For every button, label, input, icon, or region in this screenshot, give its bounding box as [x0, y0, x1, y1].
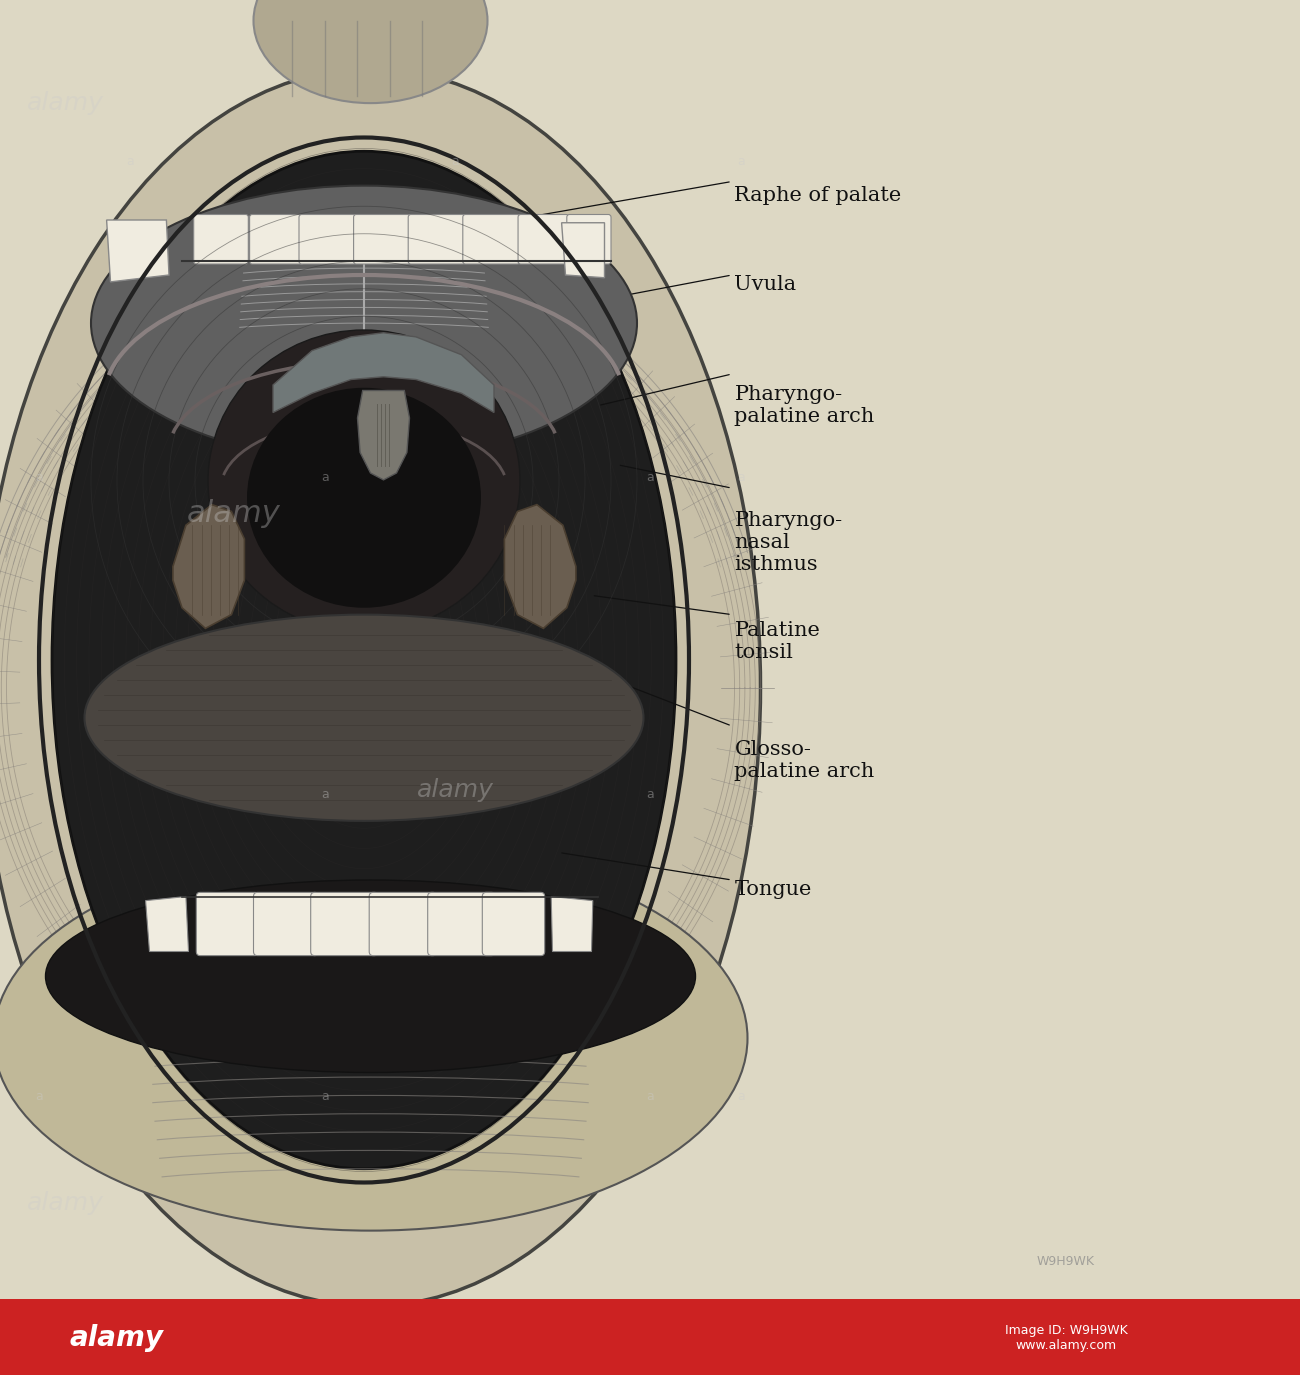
Ellipse shape — [52, 151, 676, 1169]
Ellipse shape — [0, 69, 760, 1306]
Text: Image ID: W9H9WK
www.alamy.com: Image ID: W9H9WK www.alamy.com — [1005, 1324, 1127, 1352]
Ellipse shape — [0, 846, 747, 1231]
Text: alamy: alamy — [70, 1324, 164, 1352]
Text: a: a — [321, 788, 329, 800]
Text: Palatine
tonsil: Palatine tonsil — [734, 622, 820, 663]
Polygon shape — [107, 220, 169, 282]
FancyBboxPatch shape — [254, 892, 318, 956]
Text: Tongue: Tongue — [734, 880, 812, 899]
FancyBboxPatch shape — [482, 892, 545, 956]
Ellipse shape — [254, 0, 488, 103]
Text: Pharyngo-
nasal
isthmus: Pharyngo- nasal isthmus — [734, 512, 842, 575]
Polygon shape — [551, 896, 593, 951]
Text: Raphe of palate: Raphe of palate — [734, 186, 902, 205]
FancyBboxPatch shape — [428, 892, 495, 956]
FancyBboxPatch shape — [408, 214, 465, 264]
Text: W9H9WK: W9H9WK — [1037, 1255, 1095, 1268]
Text: alamy: alamy — [187, 499, 281, 528]
Text: Uvula: Uvula — [734, 275, 797, 294]
FancyBboxPatch shape — [369, 892, 437, 956]
Text: a: a — [646, 1090, 654, 1103]
Text: a: a — [737, 155, 745, 168]
Text: a: a — [451, 155, 459, 168]
Text: a: a — [321, 1090, 329, 1103]
FancyBboxPatch shape — [299, 214, 356, 264]
Text: a: a — [126, 155, 134, 168]
FancyBboxPatch shape — [463, 214, 520, 264]
Text: a: a — [646, 472, 654, 484]
Ellipse shape — [247, 388, 481, 608]
Text: alamy: alamy — [26, 1191, 104, 1216]
FancyBboxPatch shape — [311, 892, 378, 956]
Polygon shape — [273, 333, 494, 412]
Text: a: a — [737, 472, 745, 484]
Text: alamy: alamy — [416, 778, 494, 803]
Text: a: a — [321, 472, 329, 484]
Ellipse shape — [208, 330, 520, 632]
FancyBboxPatch shape — [250, 214, 304, 264]
Text: Pharyngo-
palatine arch: Pharyngo- palatine arch — [734, 385, 875, 426]
FancyBboxPatch shape — [194, 214, 248, 264]
Text: a: a — [35, 472, 43, 484]
FancyBboxPatch shape — [517, 214, 569, 264]
FancyBboxPatch shape — [354, 214, 411, 264]
Polygon shape — [562, 223, 605, 278]
Polygon shape — [173, 505, 244, 628]
Polygon shape — [146, 896, 188, 951]
Ellipse shape — [46, 880, 696, 1072]
Text: a: a — [737, 1090, 745, 1103]
Text: a: a — [35, 1090, 43, 1103]
Polygon shape — [504, 505, 576, 628]
Text: Glosso-
palatine arch: Glosso- palatine arch — [734, 740, 875, 781]
Bar — [0, 1299, 1300, 1375]
Ellipse shape — [91, 186, 637, 461]
Polygon shape — [358, 390, 410, 480]
FancyBboxPatch shape — [196, 892, 259, 956]
Text: a: a — [646, 788, 654, 800]
Text: alamy: alamy — [26, 91, 104, 116]
FancyBboxPatch shape — [567, 214, 611, 264]
Ellipse shape — [84, 615, 644, 821]
